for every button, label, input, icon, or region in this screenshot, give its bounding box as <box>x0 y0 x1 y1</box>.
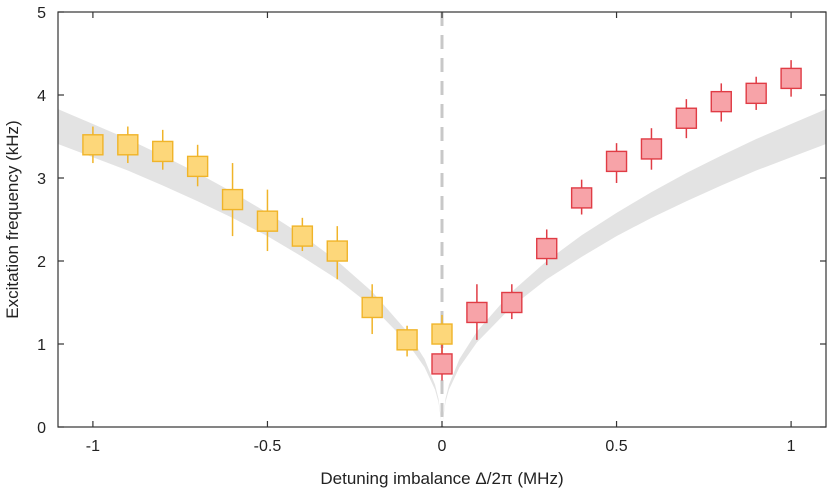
x-tick-label: 0 <box>438 438 447 455</box>
data-point <box>501 291 523 314</box>
data-point <box>152 140 174 163</box>
data-point <box>605 150 628 173</box>
data-point <box>117 134 139 156</box>
data-point <box>675 107 698 129</box>
data-point <box>361 296 383 319</box>
data-point <box>326 240 348 262</box>
y-axis-label: Excitation frequency (kHz) <box>3 120 22 318</box>
y-tick-label: 3 <box>37 171 46 188</box>
data-point <box>466 301 488 324</box>
data-point-layer <box>82 67 802 375</box>
data-point <box>431 323 453 345</box>
x-tick-label: -0.5 <box>254 438 282 455</box>
data-point <box>186 155 209 178</box>
theory-band-left <box>58 109 442 427</box>
data-point <box>640 138 663 160</box>
data-point <box>82 134 104 156</box>
data-point <box>710 90 732 113</box>
y-tick-label: 0 <box>37 420 46 437</box>
y-tick-label: 1 <box>37 337 46 354</box>
x-axis-label: Detuning imbalance Δ/2π (MHz) <box>320 469 563 488</box>
data-point <box>780 67 802 90</box>
theory-band-right <box>442 109 826 427</box>
data-point <box>256 210 279 232</box>
tick-layer: -1 -0.5 0 0.5 1 0 1 2 3 4 5 <box>37 5 826 455</box>
data-point <box>221 188 244 211</box>
y-tick-label: 2 <box>37 254 46 271</box>
data-point <box>396 329 418 351</box>
data-point <box>745 82 767 105</box>
x-tick-label: 1 <box>787 438 796 455</box>
data-point <box>570 187 593 209</box>
x-tick-label: -1 <box>86 438 100 455</box>
y-tick-label: 4 <box>37 88 46 105</box>
y-tick-label: 5 <box>37 5 46 22</box>
data-point <box>431 353 453 375</box>
data-point <box>536 237 558 260</box>
data-point <box>291 225 314 247</box>
x-tick-label: 0.5 <box>605 438 627 455</box>
